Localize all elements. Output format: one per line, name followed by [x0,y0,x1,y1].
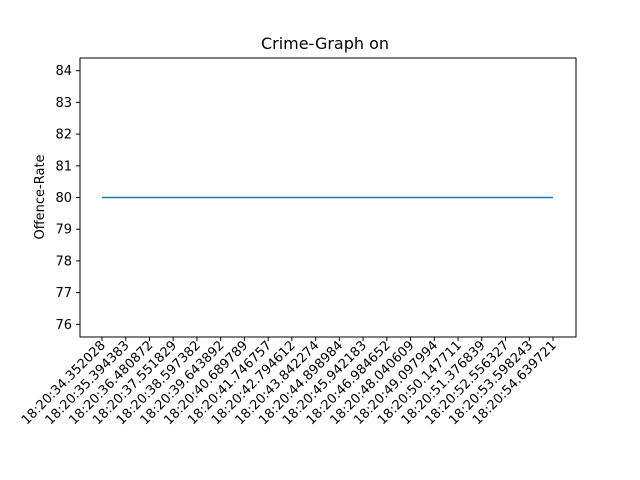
chart-title: Crime-Graph on [261,34,389,53]
y-tick-label: 83 [55,96,72,111]
y-axis-title: Offence-Rate [33,154,48,239]
y-tick-label: 82 [55,128,72,143]
y-tick-label: 78 [55,254,72,269]
plot-frame [79,57,577,338]
y-tick-label: 79 [55,223,72,238]
x-axis: 18:20:34.35202818:20:35.39438318:20:36.4… [19,337,560,428]
y-tick-label: 76 [55,318,72,333]
y-tick-label: 81 [55,159,72,174]
y-tick-label: 77 [55,286,72,301]
y-axis: 76 77 78 79 80 81 82 83 84 [55,64,80,333]
y-tick-label: 80 [55,191,72,206]
y-tick-label: 84 [55,64,72,79]
